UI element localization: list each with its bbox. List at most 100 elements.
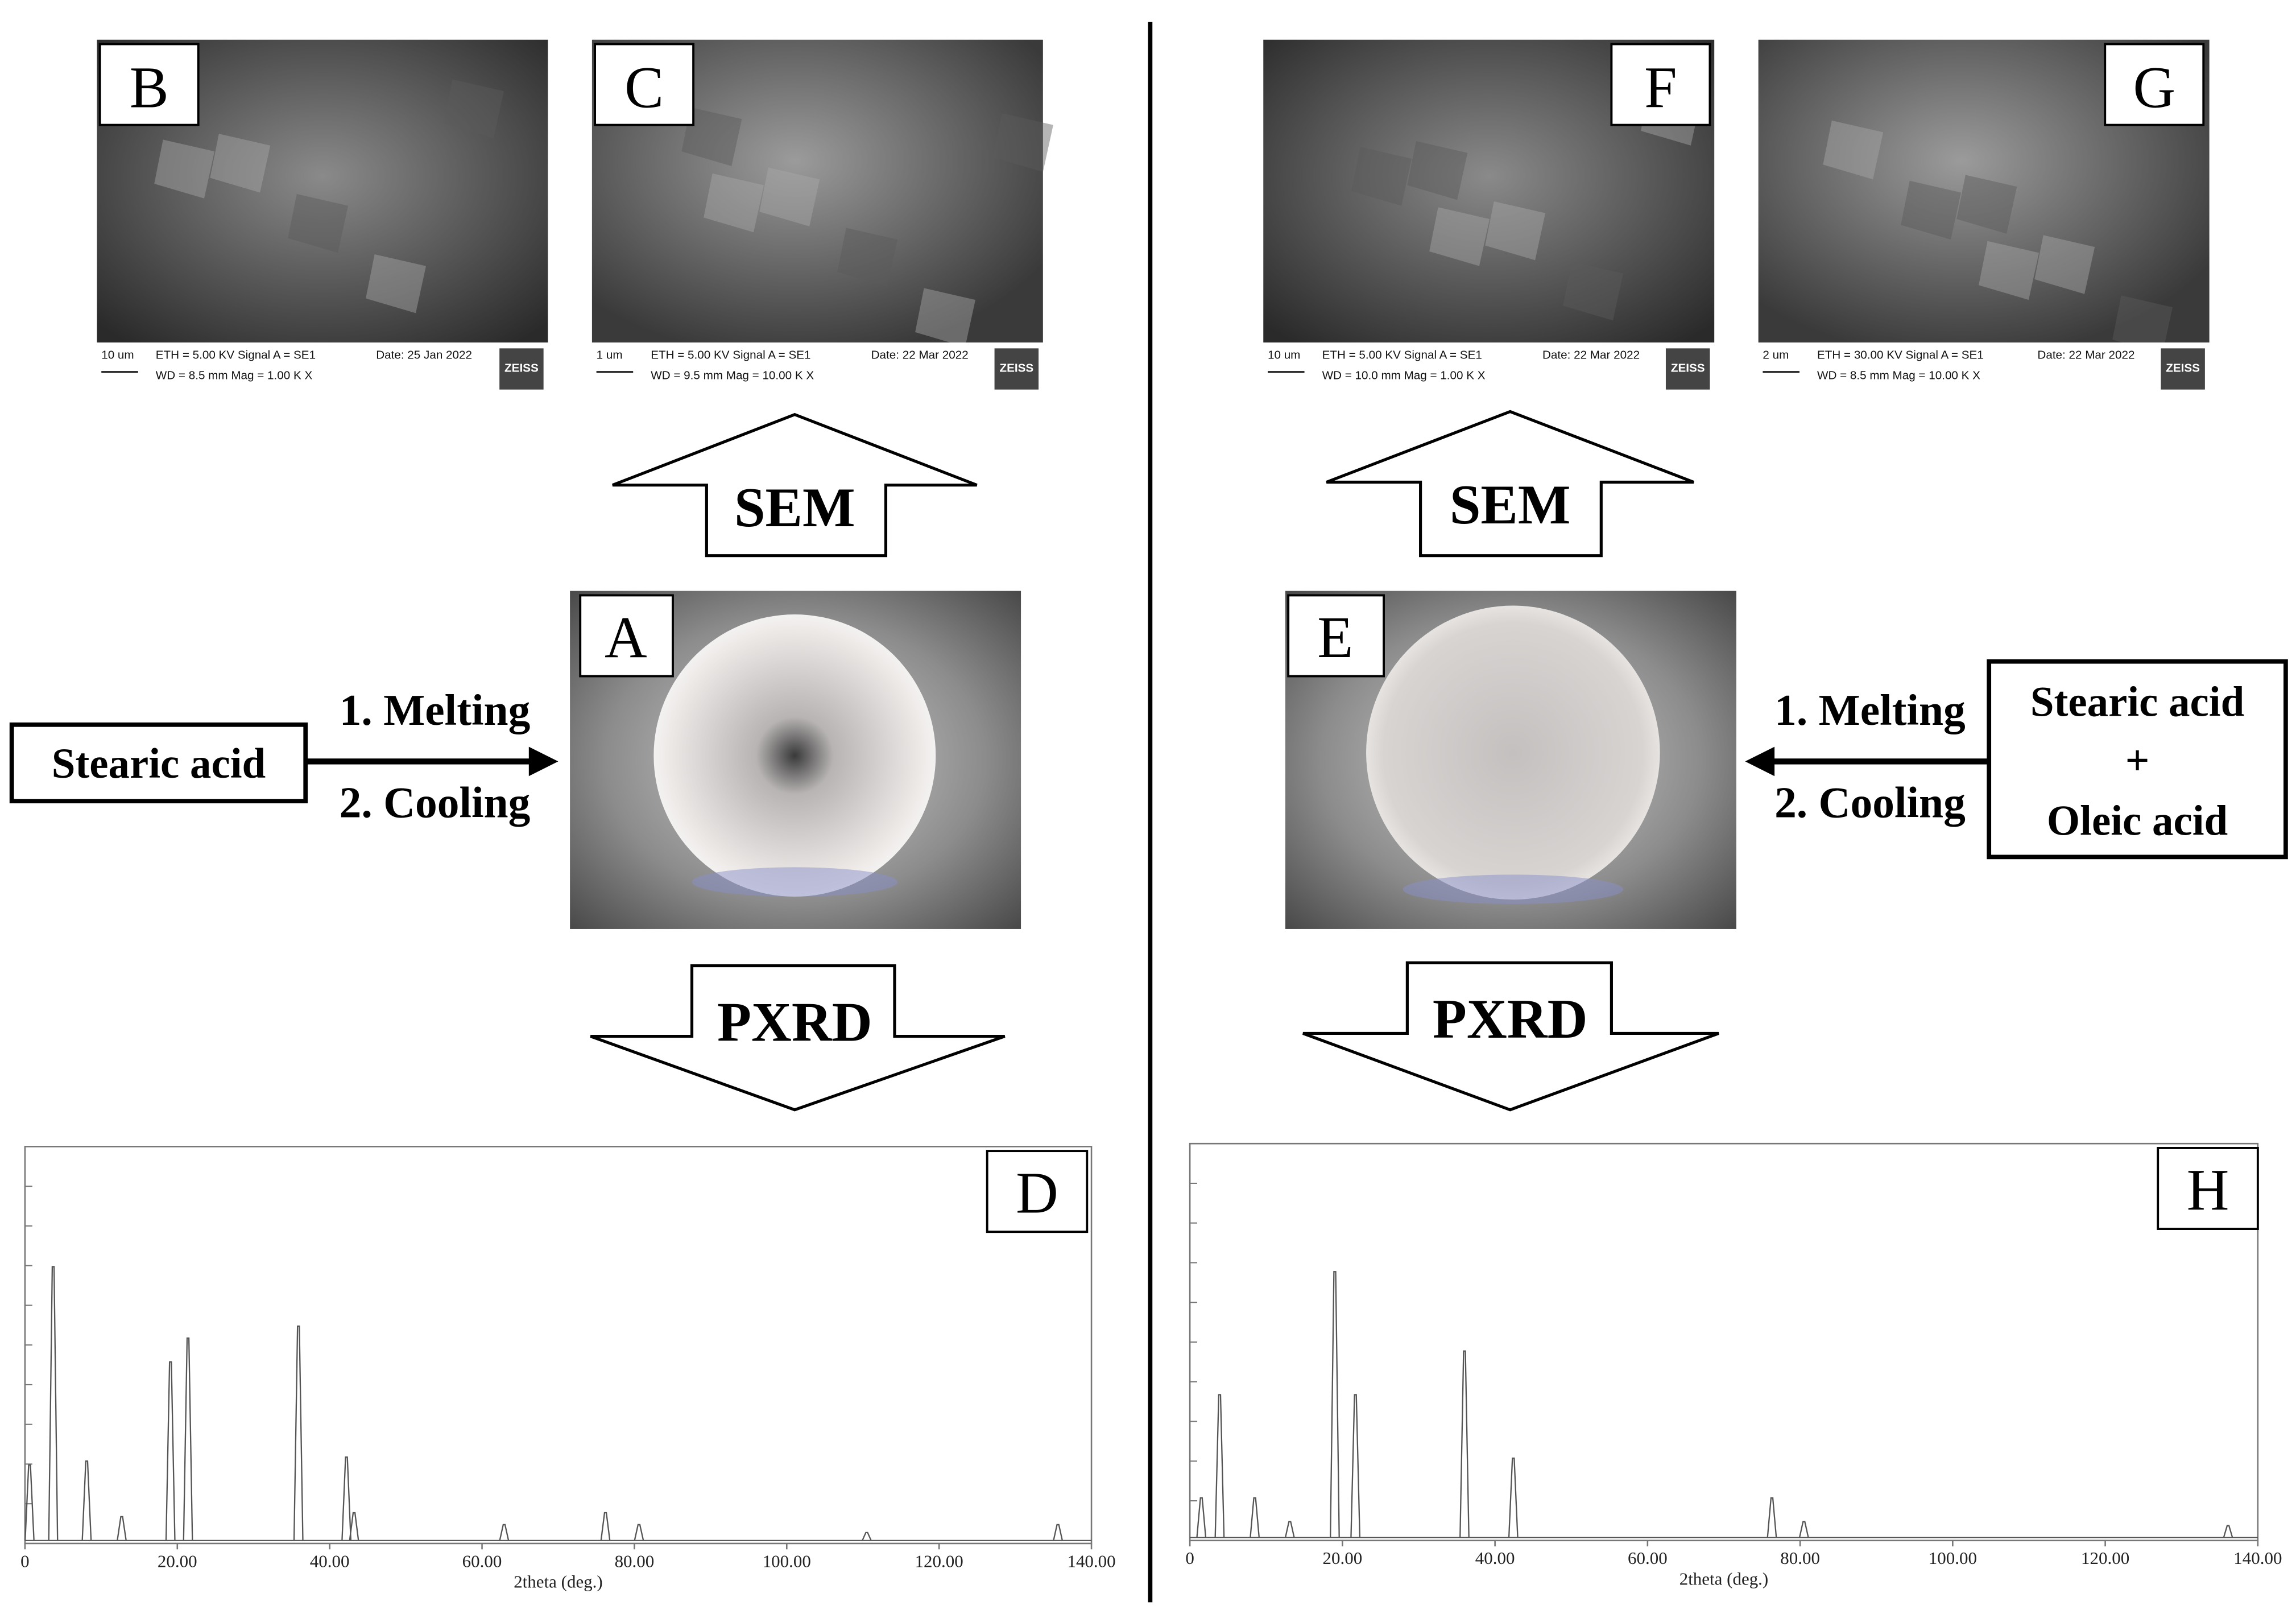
input-text: + <box>2125 737 2150 785</box>
x-tick-label: 20.00 <box>158 1551 197 1571</box>
x-axis-label: 2theta (deg.) <box>1679 1568 1769 1588</box>
sem-texture <box>681 107 742 166</box>
sem-texture <box>154 139 215 199</box>
panel-label: H <box>2187 1158 2229 1223</box>
sem-info: ETH = 5.00 KV Signal A = SE1 <box>1322 348 1482 361</box>
brand: ZEISS <box>504 362 539 375</box>
sem-texture <box>1485 201 1546 261</box>
sem-info: ETH = 5.00 KV Signal A = SE1 <box>156 348 316 361</box>
sem-texture <box>915 288 976 347</box>
sem-texture <box>759 167 820 226</box>
panel-label: D <box>1016 1161 1058 1226</box>
peak <box>1330 1271 1340 1538</box>
panel-label: E <box>1317 605 1353 670</box>
peak <box>862 1532 872 1541</box>
peak <box>293 1325 304 1541</box>
peak <box>1459 1350 1470 1538</box>
sem-info: ETH = 5.00 KV Signal A = SE1 <box>651 348 810 361</box>
step-text: 2. Cooling <box>1774 778 1966 827</box>
peak <box>600 1512 611 1541</box>
brand-box <box>1665 348 1710 390</box>
sem-info: Date: 22 Mar 2022 <box>2037 348 2134 361</box>
x-tick-label: 0 <box>20 1551 29 1571</box>
sem-texture <box>1351 147 1412 206</box>
sem-info: Date: 22 Mar 2022 <box>1542 348 1640 361</box>
label-box <box>2104 43 2205 126</box>
peak <box>165 1361 176 1541</box>
sem-texture <box>704 173 764 233</box>
peak <box>349 1512 359 1541</box>
input-text: Stearic acid <box>52 740 266 787</box>
scale-text: 2 um <box>1763 348 1789 361</box>
sem-texture <box>993 113 1053 172</box>
panel-label: C <box>624 56 664 121</box>
sem-info-bar <box>1758 342 2210 394</box>
sem-info: WD = 8.5 mm Mag = 10.00 K X <box>1817 369 1980 382</box>
scale-text: 10 um <box>101 348 134 361</box>
x-tick-label: 40.00 <box>1475 1548 1515 1568</box>
label-box <box>579 594 674 678</box>
brand: ZEISS <box>999 362 1033 375</box>
sem-texture <box>1563 261 1624 321</box>
step-text: 1. Melting <box>340 686 531 734</box>
peak <box>341 1456 352 1541</box>
x-tick-label: 0 <box>1185 1548 1194 1568</box>
peak <box>24 1464 35 1541</box>
sem-texture <box>837 228 898 287</box>
x-tick-label: 140.00 <box>2233 1548 2282 1568</box>
up-arrow <box>1326 410 1694 558</box>
panel-label: G <box>2133 56 2175 121</box>
arrow-label: SEM <box>734 477 855 539</box>
down-arrow <box>1302 961 1719 1112</box>
input-box <box>1987 659 2288 860</box>
step-text: 1. Melting <box>1774 686 1966 734</box>
peak <box>183 1337 193 1541</box>
sem-texture <box>210 134 271 193</box>
scale-text: 10 um <box>1268 348 1300 361</box>
peak <box>117 1516 127 1541</box>
sem-info: Date: 25 Jan 2022 <box>376 348 472 361</box>
sem-info: WD = 8.5 mm Mag = 1.00 K X <box>156 369 313 382</box>
arrow-label: PXRD <box>717 992 872 1053</box>
sem-texture <box>2112 295 2173 354</box>
photo-e <box>1285 591 1736 929</box>
sem-texture <box>444 79 504 138</box>
x-tick-label: 120.00 <box>2081 1548 2129 1568</box>
sem-texture <box>1901 180 1962 240</box>
x-tick-label: 120.00 <box>915 1551 963 1571</box>
up-arrow <box>612 412 978 558</box>
sem-texture <box>1956 175 2017 234</box>
sem-texture <box>2034 235 2095 294</box>
input-text: Stearic acid <box>2030 678 2244 725</box>
peak <box>1214 1394 1225 1538</box>
brand: ZEISS <box>1671 362 1705 375</box>
scale-text: 1 um <box>597 348 623 361</box>
input-text: Oleic acid <box>2047 798 2228 845</box>
peak <box>1798 1521 1809 1538</box>
label-box <box>986 1150 1089 1233</box>
sem-info: WD = 10.0 mm Mag = 1.00 K X <box>1322 369 1486 382</box>
peak <box>1250 1497 1260 1538</box>
label-box <box>594 43 695 126</box>
label-box <box>1287 594 1385 678</box>
step-text: 2. Cooling <box>340 778 531 827</box>
down-arrow <box>590 964 1006 1112</box>
panel-label: B <box>130 56 169 121</box>
arrow-label: SEM <box>1450 474 1571 536</box>
peak <box>2223 1525 2233 1538</box>
x-tick-label: 100.00 <box>1929 1548 1977 1568</box>
peak <box>1350 1394 1361 1538</box>
label-box <box>1610 43 1711 126</box>
arrow-head <box>528 746 559 777</box>
arrow-head <box>1745 746 1775 777</box>
peak <box>499 1524 510 1541</box>
sem-texture <box>1407 141 1468 200</box>
peak <box>1053 1524 1064 1541</box>
peak <box>1767 1497 1777 1538</box>
x-tick-label: 80.00 <box>615 1551 655 1571</box>
panel-label: F <box>1644 56 1677 121</box>
x-tick-label: 20.00 <box>1323 1548 1363 1568</box>
sem-texture <box>366 254 427 313</box>
